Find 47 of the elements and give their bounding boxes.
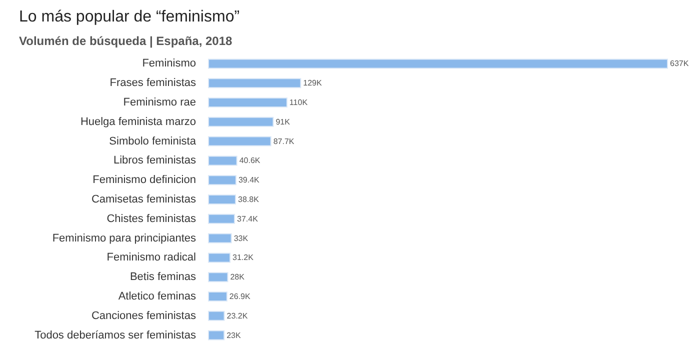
data-label: 87.7K <box>273 136 295 146</box>
bar <box>208 252 231 263</box>
data-label: 40.6K <box>239 156 261 166</box>
data-label: 33K <box>234 234 249 243</box>
y-tick-label: Betis feminas <box>130 271 196 284</box>
bar <box>208 136 272 146</box>
y-tick-label: Libros feministas <box>113 154 196 167</box>
data-label: 129K <box>303 78 323 88</box>
y-tick-label: Feminismo definicion <box>92 174 196 186</box>
y-tick-label: Todos deberíamos ser feministas <box>34 329 196 342</box>
chart-title: Lo más popular de “feminismo” <box>19 8 240 26</box>
y-tick-label: Feminismo <box>142 58 196 70</box>
data-label: 28K <box>230 272 246 282</box>
y-tick-label: Feminismo para principiantes <box>52 232 196 244</box>
bar <box>208 116 274 127</box>
data-label: 110K <box>289 98 308 107</box>
data-label: 37.4K <box>237 214 259 224</box>
y-tick-label: Camisetas feministas <box>91 194 196 206</box>
data-label: 38.8K <box>238 195 260 204</box>
data-label: 26.9K <box>229 292 251 301</box>
bar <box>208 233 232 244</box>
data-label: 39.4K <box>238 176 260 185</box>
bar <box>208 98 288 108</box>
data-label: 91K <box>276 117 291 126</box>
bar <box>208 310 225 321</box>
bar <box>208 292 228 302</box>
y-tick-label: Atletico feminas <box>118 290 196 302</box>
bar <box>208 175 236 186</box>
y-tick-label: Huelga feminista marzo <box>80 116 196 128</box>
data-label: 23K <box>226 330 242 340</box>
data-label: 31.2K <box>232 253 254 262</box>
data-label: 23.2K <box>226 311 248 320</box>
y-tick-label: Feminismo radical <box>106 252 196 264</box>
bar <box>208 78 302 88</box>
y-tick-label: Feminismo rae <box>123 96 196 108</box>
y-tick-label: Frases feministas <box>110 77 196 90</box>
y-tick-label: Simbolo feminista <box>109 135 197 148</box>
bar <box>208 156 238 166</box>
chart-subtitle: Volumén de búsqueda | España, 2018 <box>19 34 233 48</box>
bar <box>208 330 225 340</box>
data-label: 637K <box>670 59 690 68</box>
bar <box>208 194 236 204</box>
y-tick-label: Canciones feministas <box>91 310 196 322</box>
bar <box>208 214 236 224</box>
bar <box>208 272 228 282</box>
y-tick-label: Chistes feministas <box>106 212 196 225</box>
bar <box>208 58 668 69</box>
